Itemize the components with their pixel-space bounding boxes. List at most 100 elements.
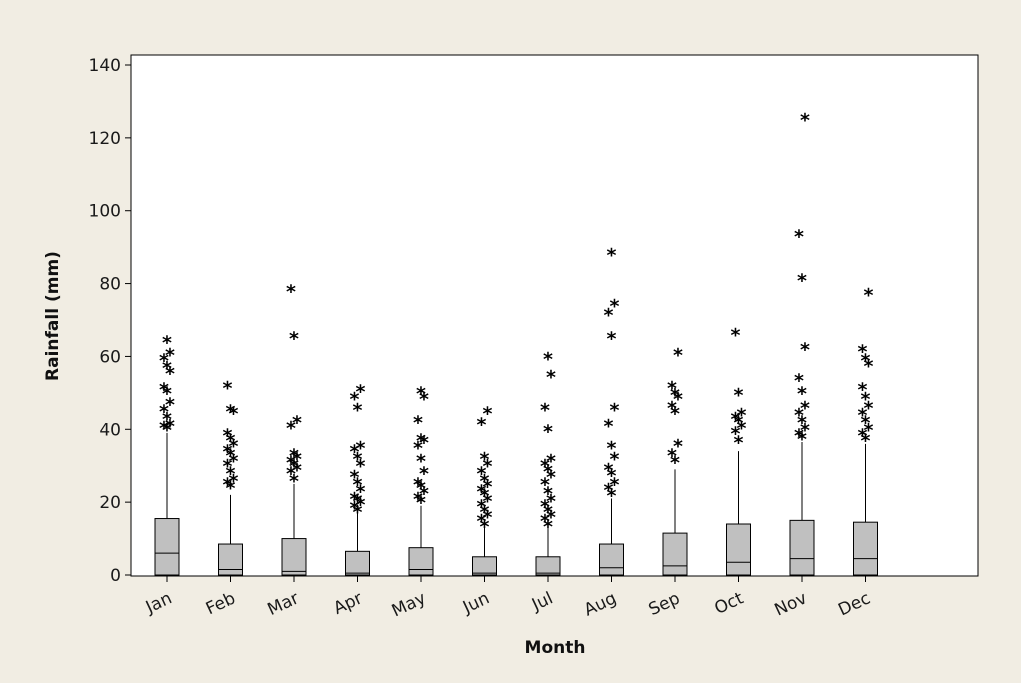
y-axis-title: Rainfall (mm) [43, 251, 63, 381]
outlier-point: * [353, 448, 363, 470]
outlier-point: * [416, 450, 426, 472]
y-tick-label: 20 [99, 493, 121, 513]
outlier-point: * [353, 399, 363, 421]
outlier-point: * [162, 357, 172, 379]
x-axis-title: Month [525, 638, 586, 658]
plot-area [130, 54, 979, 577]
outlier-point: * [543, 461, 553, 483]
outlier-point: * [226, 445, 236, 467]
outlier-point: * [356, 381, 366, 403]
outlier-point: * [480, 485, 490, 507]
outlier-point: * [413, 474, 423, 496]
outlier-point: * [607, 244, 617, 266]
outlier-point: * [861, 430, 871, 452]
outlier-point: * [159, 379, 169, 401]
outlier-point: * [800, 419, 810, 441]
outlier-point: * [610, 399, 620, 421]
outlier-point: * [350, 467, 360, 489]
outlier-point: * [604, 479, 614, 501]
outlier-point: * [546, 450, 556, 472]
outlier-point: * [413, 438, 423, 460]
outlier-point: * [480, 516, 490, 538]
outlier-point: * [159, 417, 169, 439]
outlier-point: * [226, 478, 236, 500]
outlier-point: * [607, 485, 617, 507]
outlier-point: * [610, 295, 620, 317]
outlier-point: * [289, 456, 299, 478]
outlier-point: * [734, 385, 744, 407]
outlier-point: * [223, 441, 233, 463]
box-apr: *************** [345, 381, 370, 576]
outlier-point: * [604, 459, 614, 481]
box [599, 543, 624, 576]
outlier-point: * [226, 463, 236, 485]
outlier-point: * [226, 401, 236, 423]
outlier-point: * [858, 379, 868, 401]
outlier-point: * [483, 476, 493, 498]
outlier-point: * [159, 350, 169, 372]
outlier-point: * [546, 507, 556, 529]
outlier-point: * [480, 470, 490, 492]
outlier-point: * [540, 496, 550, 518]
outlier-point: * [858, 405, 868, 427]
box-sep: ********* [662, 345, 688, 576]
outlier-point: * [350, 489, 360, 511]
outlier-point: * [546, 467, 556, 489]
outlier-point: * [483, 507, 493, 529]
box [472, 556, 497, 576]
outlier-point: * [356, 456, 366, 478]
outlier-point: * [800, 339, 810, 361]
outlier-point: * [861, 350, 871, 372]
outlier-point: * [858, 341, 868, 363]
y-tick-label: 80 [99, 275, 121, 295]
outlier-point: * [737, 417, 747, 439]
outlier-point: * [292, 412, 302, 434]
outlier-point: * [858, 425, 868, 447]
outlier-point: * [731, 408, 741, 430]
outlier-point: * [419, 463, 429, 485]
outlier-point: * [540, 474, 550, 496]
outlier-point: * [543, 483, 553, 505]
outlier-point: * [607, 465, 617, 487]
outlier-point: * [416, 492, 426, 514]
outlier-point: * [667, 377, 677, 399]
outlier-point: * [737, 405, 747, 427]
outlier-point: * [289, 328, 299, 350]
outlier-point: * [350, 498, 360, 520]
box [408, 547, 434, 576]
outlier-point: * [543, 348, 553, 370]
box [789, 519, 815, 576]
outlier-point: * [165, 345, 175, 367]
outlier-point: * [731, 423, 741, 445]
outlier-point: * [540, 456, 550, 478]
outlier-point: * [540, 399, 550, 421]
outlier-point: * [800, 110, 810, 132]
outlier-point: * [165, 394, 175, 416]
outlier-point: * [864, 419, 874, 441]
outlier-point: * [289, 470, 299, 492]
outlier-point: * [800, 397, 810, 419]
outlier-point: * [162, 408, 172, 430]
outlier-point: * [226, 430, 236, 452]
y-tick-label: 120 [89, 129, 121, 149]
outlier-point: * [861, 388, 871, 410]
box-mar: *********** [281, 281, 307, 576]
outlier-point: * [543, 501, 553, 523]
outlier-point: * [229, 450, 239, 472]
box [853, 521, 878, 576]
y-axis: 0 20 40 60 80 100 120 140 [89, 56, 131, 586]
y-tick-label: 0 [110, 566, 121, 586]
outlier-point: * [797, 412, 807, 434]
outlier-point: * [480, 448, 490, 470]
outlier-point: * [864, 356, 874, 378]
outlier-point: * [223, 474, 233, 496]
outlier-point: * [419, 483, 429, 505]
outlier-point: * [731, 325, 741, 347]
outlier-point: * [223, 377, 233, 399]
outlier-point: * [350, 388, 360, 410]
box [281, 538, 307, 576]
box-oct: ******** [726, 325, 751, 576]
outlier-point: * [540, 510, 550, 532]
outlier-point: * [673, 436, 683, 458]
